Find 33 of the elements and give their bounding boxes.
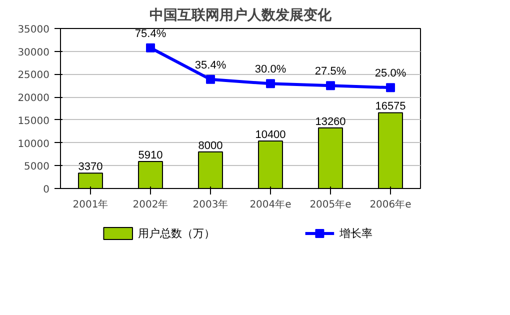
x-tick-label: 2006年e [370, 198, 412, 210]
data-label: 25.0% [374, 68, 406, 80]
data-label: 10400 [255, 128, 286, 141]
x-tick-label: 2003年 [192, 198, 228, 210]
data-label: 13260 [315, 116, 346, 128]
point [326, 81, 335, 90]
point [386, 83, 395, 92]
point [206, 74, 215, 84]
y-tick-label: 25000 [18, 70, 50, 82]
legend-label: 增长率 [338, 227, 372, 240]
data-label: 75.4% [134, 28, 166, 40]
data-label: 8000 [198, 140, 223, 152]
x-tick-label: 2005年e [310, 198, 352, 210]
data-label: 3370 [78, 161, 103, 174]
point [146, 43, 155, 52]
x-tick-label: 2002年 [132, 198, 168, 210]
chart-title: 中国互联网用户人数发展变化 [150, 6, 332, 24]
y-tick-label: 5000 [24, 162, 50, 173]
y-tick-label: 10000 [18, 138, 50, 150]
y-tick-label: 30000 [18, 47, 50, 58]
y-tick-label: 0 [43, 184, 50, 196]
x-tick-label: 2004年e [250, 198, 292, 210]
point [266, 79, 275, 88]
x-tick-label: 2001年 [72, 198, 108, 210]
data-label: 35.4% [194, 59, 226, 72]
y-tick-label: 35000 [18, 24, 50, 36]
data-label: 27.5% [314, 66, 346, 78]
legend-label: 用户总数（万） [138, 227, 215, 240]
y-tick-label: 20000 [18, 93, 50, 104]
data-label: 30.0% [254, 64, 286, 76]
y-tick-label: 15000 [18, 116, 50, 127]
data-label: 16575 [375, 100, 406, 113]
data-label: 5910 [138, 149, 163, 162]
